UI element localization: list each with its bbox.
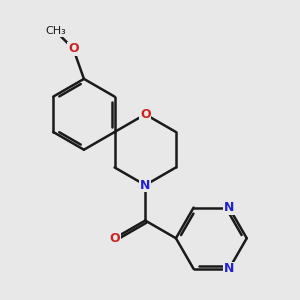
Text: N: N bbox=[224, 262, 234, 275]
Text: N: N bbox=[140, 178, 150, 192]
Text: CH₃: CH₃ bbox=[45, 26, 66, 36]
Text: N: N bbox=[224, 201, 234, 214]
Text: O: O bbox=[68, 42, 79, 55]
Text: O: O bbox=[109, 232, 120, 245]
Text: O: O bbox=[140, 108, 151, 121]
